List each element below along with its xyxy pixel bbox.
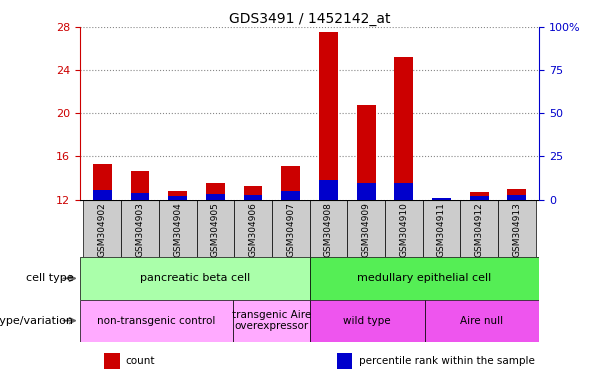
Bar [206, 184, 225, 200]
Text: GSM304913: GSM304913 [512, 203, 521, 257]
Text: genotype/variation: genotype/variation [0, 316, 74, 326]
Text: transgenic Aire
overexpressor: transgenic Aire overexpressor [232, 310, 311, 331]
Bar [243, 195, 262, 200]
Bar [394, 184, 413, 200]
Text: GSM304906: GSM304906 [248, 203, 257, 257]
Bar [80, 257, 310, 300]
Bar [508, 189, 526, 200]
Bar [498, 200, 536, 257]
Bar [319, 32, 338, 200]
Bar [121, 200, 159, 257]
Text: Aire null: Aire null [460, 316, 503, 326]
Bar [470, 197, 489, 200]
Bar [394, 57, 413, 200]
Bar [159, 200, 197, 257]
Bar [243, 185, 262, 200]
Bar [310, 300, 424, 342]
Text: non-transgenic control: non-transgenic control [97, 316, 216, 326]
Bar [432, 197, 451, 200]
Bar [385, 200, 422, 257]
Text: count: count [126, 356, 155, 366]
Text: GSM304908: GSM304908 [324, 203, 333, 257]
Text: medullary epithelial cell: medullary epithelial cell [357, 273, 492, 283]
Text: wild type: wild type [343, 316, 391, 326]
Text: GSM304907: GSM304907 [286, 203, 295, 257]
Text: pancreatic beta cell: pancreatic beta cell [140, 273, 249, 283]
Bar [508, 195, 526, 200]
Bar [93, 164, 112, 200]
Bar [281, 166, 300, 200]
Text: GSM304903: GSM304903 [135, 203, 145, 257]
Bar [460, 200, 498, 257]
Bar [357, 184, 376, 200]
Bar [168, 197, 187, 200]
Text: GSM304902: GSM304902 [98, 203, 107, 257]
Bar [197, 200, 234, 257]
Bar [272, 200, 310, 257]
Bar [310, 257, 539, 300]
Bar [234, 200, 272, 257]
Text: GSM304912: GSM304912 [474, 203, 484, 257]
Bar [83, 200, 121, 257]
Bar [80, 300, 233, 342]
Text: GSM304910: GSM304910 [399, 203, 408, 257]
Text: GSM304905: GSM304905 [211, 203, 220, 257]
Bar [319, 180, 338, 200]
Bar [347, 200, 385, 257]
Bar [432, 197, 451, 200]
Bar [131, 170, 150, 200]
Bar [233, 300, 310, 342]
Bar [206, 194, 225, 200]
Text: cell type: cell type [26, 273, 74, 283]
Bar [424, 300, 539, 342]
Bar [93, 190, 112, 200]
Title: GDS3491 / 1452142_at: GDS3491 / 1452142_at [229, 12, 390, 26]
Text: percentile rank within the sample: percentile rank within the sample [359, 356, 535, 366]
Text: GSM304909: GSM304909 [362, 203, 371, 257]
Text: GSM304911: GSM304911 [437, 203, 446, 257]
Bar [470, 192, 489, 200]
Bar [310, 200, 347, 257]
Bar [131, 193, 150, 200]
Text: GSM304904: GSM304904 [173, 203, 182, 257]
Bar [168, 191, 187, 200]
Bar [422, 200, 460, 257]
Bar [357, 104, 376, 200]
Bar [281, 191, 300, 200]
